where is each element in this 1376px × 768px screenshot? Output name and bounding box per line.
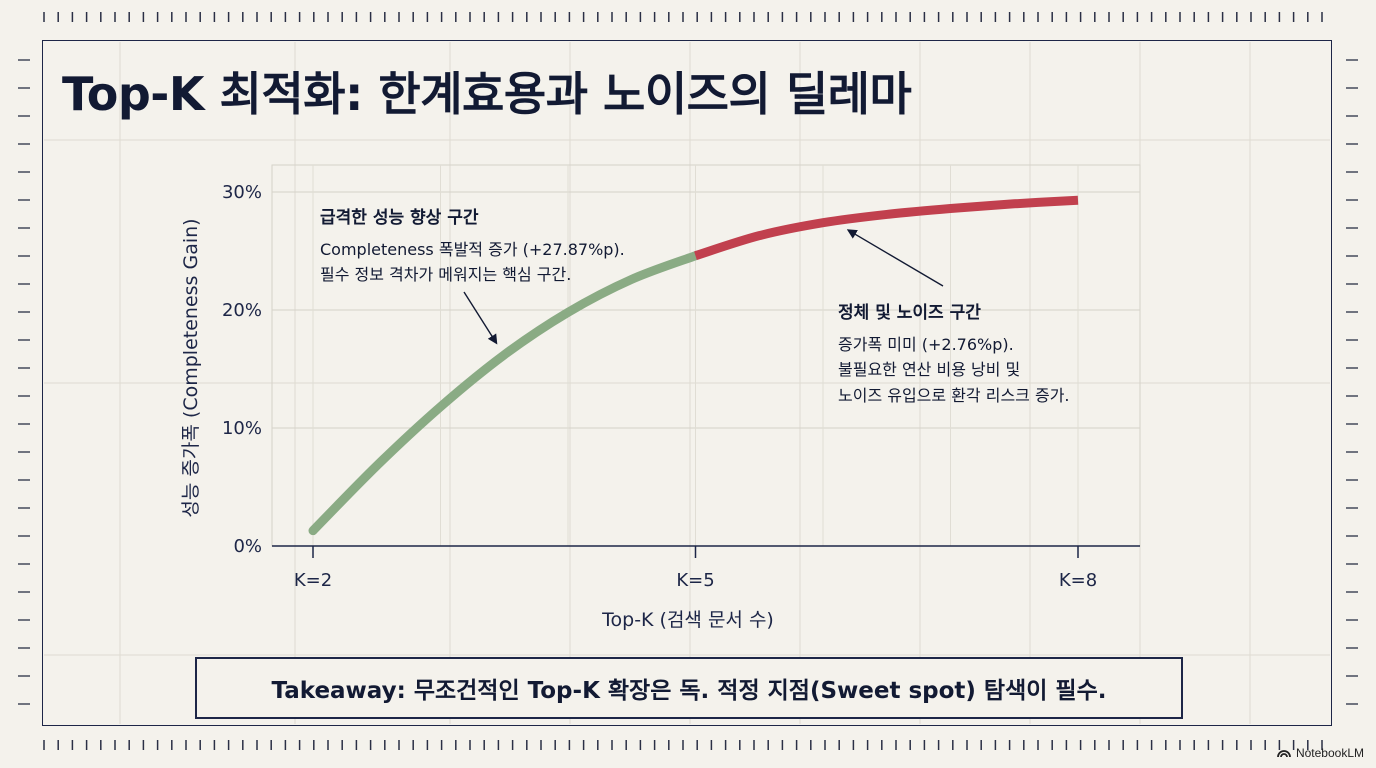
annotation-arrow	[846, 229, 944, 287]
x-tick-label: K=5	[676, 570, 714, 591]
takeaway-text: Takeaway: 무조건적인 Top-K 확장은 독. 적정 지점(Sweet…	[271, 678, 1107, 704]
x-axis-label: Top-K (검색 문서 수)	[601, 609, 774, 631]
y-tick-label: 20%	[222, 300, 262, 321]
annotation-plateau-title: 정체 및 노이즈 구간	[838, 303, 981, 323]
annotation-plateau-line: 증가폭 미미 (+2.76%p).	[838, 335, 1014, 354]
x-tick-label: K=8	[1059, 570, 1097, 591]
page-title: Top-K 최적화: 한계효용과 노이즈의 딜레마	[62, 67, 912, 121]
brand-label: NotebookLM	[1295, 746, 1364, 760]
x-tick-label: K=2	[294, 570, 332, 591]
takeaway-box: Takeaway: 무조건적인 Top-K 확장은 독. 적정 지점(Sweet…	[195, 657, 1183, 719]
notebooklm-brand: NotebookLM	[1277, 746, 1364, 760]
annotation-steep-line: 필수 정보 격차가 메워지는 핵심 구간.	[320, 265, 572, 284]
annotation-plateau-line: 노이즈 유입으로 환각 리스크 증가.	[838, 386, 1070, 405]
notebooklm-logo-icon	[1277, 750, 1291, 758]
content-frame	[42, 40, 1332, 726]
y-tick-label: 0%	[233, 536, 262, 557]
series-line-2	[694, 195, 1079, 261]
y-tick-label: 30%	[222, 182, 262, 203]
y-tick-label: 10%	[222, 418, 262, 439]
annotation-arrow	[463, 291, 498, 345]
annotation-steep-title: 급격한 성능 향상 구간	[320, 208, 479, 228]
annotation-steep-line: Completeness 폭발적 증가 (+27.87%p).	[320, 240, 625, 259]
annotation-plateau-line: 불필요한 연산 비용 낭비 및	[838, 360, 1021, 379]
y-axis-label: 성능 증가폭 (Completeness Gain)	[180, 218, 202, 517]
series-line-1	[308, 251, 700, 536]
